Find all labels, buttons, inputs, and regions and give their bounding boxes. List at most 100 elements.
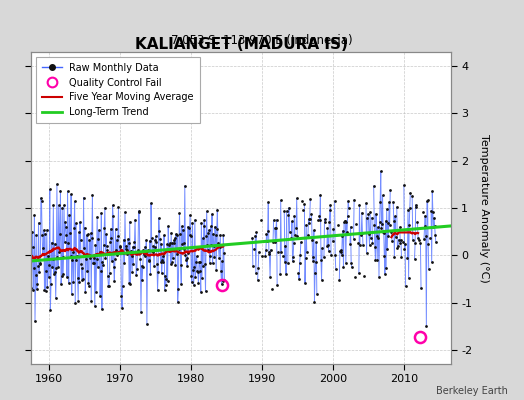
Point <box>77 237 85 244</box>
Point <box>325 218 333 225</box>
Point <box>409 237 417 243</box>
Point <box>355 201 364 208</box>
Text: 7.053 S, 113.970 E (Indonesia): 7.053 S, 113.970 E (Indonesia) <box>171 34 353 47</box>
Point <box>85 283 93 289</box>
Point <box>203 242 212 248</box>
Point <box>376 198 385 205</box>
Point <box>391 234 400 240</box>
Point <box>406 190 414 196</box>
Point <box>373 257 381 263</box>
Point <box>191 217 199 223</box>
Point <box>107 235 116 242</box>
Point <box>396 240 405 246</box>
Point <box>281 258 289 265</box>
Point <box>263 238 271 244</box>
Point <box>314 217 322 223</box>
Point <box>105 283 113 289</box>
Point <box>31 272 40 278</box>
Point <box>28 243 37 250</box>
Point <box>192 253 201 260</box>
Point <box>292 225 300 232</box>
Point <box>358 209 366 216</box>
Point <box>356 242 364 248</box>
Point <box>366 209 374 215</box>
Point <box>128 244 137 250</box>
Point <box>94 264 102 270</box>
Point <box>265 251 274 258</box>
Point <box>127 252 136 259</box>
Point <box>97 306 106 313</box>
Point <box>28 228 36 235</box>
Point <box>252 229 260 236</box>
Point <box>282 208 291 214</box>
Point <box>80 245 89 252</box>
Point <box>220 277 228 283</box>
Point <box>320 216 329 223</box>
Point <box>268 286 276 292</box>
Point <box>196 288 205 295</box>
Point <box>199 235 207 241</box>
Point <box>395 236 403 243</box>
Point <box>401 283 410 290</box>
Point <box>83 268 91 274</box>
Point <box>147 235 156 241</box>
Point <box>391 213 399 220</box>
Point <box>315 217 324 223</box>
Point <box>50 241 59 247</box>
Point <box>350 236 358 242</box>
Point <box>184 250 192 257</box>
Point <box>118 305 126 311</box>
Point <box>263 231 271 238</box>
Point <box>134 247 142 253</box>
Point <box>202 208 211 214</box>
Point <box>132 248 140 255</box>
Point <box>313 290 321 297</box>
Point <box>341 218 349 224</box>
Point <box>390 218 398 224</box>
Point <box>181 182 189 189</box>
Point <box>138 264 147 271</box>
Point <box>182 255 191 261</box>
Point <box>140 253 149 260</box>
Point <box>50 271 58 277</box>
Point <box>104 283 113 289</box>
Point <box>123 251 131 257</box>
Point <box>61 219 69 225</box>
Point <box>74 298 82 304</box>
Point <box>77 261 85 268</box>
Point <box>71 300 80 306</box>
Point <box>206 223 215 230</box>
Point <box>343 229 351 236</box>
Point <box>183 223 192 230</box>
Point <box>290 240 298 246</box>
Point <box>431 232 440 238</box>
Point <box>197 220 205 226</box>
Point <box>366 235 375 242</box>
Point <box>385 199 393 205</box>
Point <box>73 253 81 260</box>
Point <box>144 247 152 254</box>
Point <box>370 244 379 250</box>
Point <box>86 230 95 236</box>
Point <box>317 256 325 263</box>
Text: Berkeley Earth: Berkeley Earth <box>436 386 508 396</box>
Point <box>301 255 310 261</box>
Point <box>99 262 107 268</box>
Point <box>381 271 389 277</box>
Point <box>343 213 352 219</box>
Point <box>104 273 112 280</box>
Point <box>254 264 263 271</box>
Point <box>119 236 128 243</box>
Point <box>347 260 355 266</box>
Point <box>201 288 210 295</box>
Point <box>308 237 316 243</box>
Point <box>30 212 39 218</box>
Point <box>90 260 98 266</box>
Point <box>383 206 391 212</box>
Point <box>219 232 227 238</box>
Point <box>36 260 45 266</box>
Point <box>283 260 292 266</box>
Point <box>294 270 303 277</box>
Point <box>138 277 146 284</box>
Point <box>288 258 297 264</box>
